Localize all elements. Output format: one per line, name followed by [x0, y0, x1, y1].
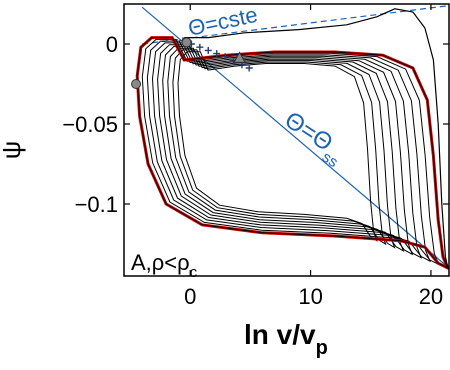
x-tick-label: 0 [184, 284, 196, 309]
inner-loop-curve [157, 44, 414, 256]
x-tick-label: 20 [419, 284, 443, 309]
circle-marker [131, 79, 142, 89]
y-tick-label: −0.1 [75, 192, 118, 217]
inner-loop-curve [162, 45, 405, 253]
limit-cycle-red [135, 36, 449, 271]
triangle-marker [233, 51, 246, 63]
cross-marker [245, 64, 253, 72]
inner-loop-curve [177, 51, 378, 242]
cross-marker [221, 53, 229, 61]
inner-loop-curve [146, 40, 431, 263]
y-tick-label: −0.05 [62, 112, 118, 137]
y-tick-label: 0 [106, 32, 118, 57]
inner-loop-curve [167, 47, 396, 249]
x-axis-label: ln v/vp [244, 319, 328, 359]
cross-marker [196, 43, 204, 51]
cross-marker [204, 46, 212, 54]
x-tick-label: 10 [298, 284, 322, 309]
transient-curve [184, 8, 449, 269]
cross-marker [213, 50, 221, 58]
inner-loop-curve [141, 38, 440, 266]
panel-label: A,ρ<ρc [131, 250, 198, 281]
y-axis-label: ψ [0, 141, 26, 160]
circle-marker [181, 37, 192, 48]
plot-frame [123, 3, 450, 277]
axis-ticks: 0 10 20 0 −0.05 −0.1 [62, 4, 449, 309]
inner-loop-curve [151, 42, 423, 259]
theta-steady-state-annotation: Θ=Θss [276, 106, 350, 171]
inner-loop-curve [172, 49, 387, 246]
theta-constant-annotation: Θ=cste [186, 2, 260, 41]
limit-cycle-curve [136, 37, 449, 270]
plot-area [131, 5, 449, 271]
